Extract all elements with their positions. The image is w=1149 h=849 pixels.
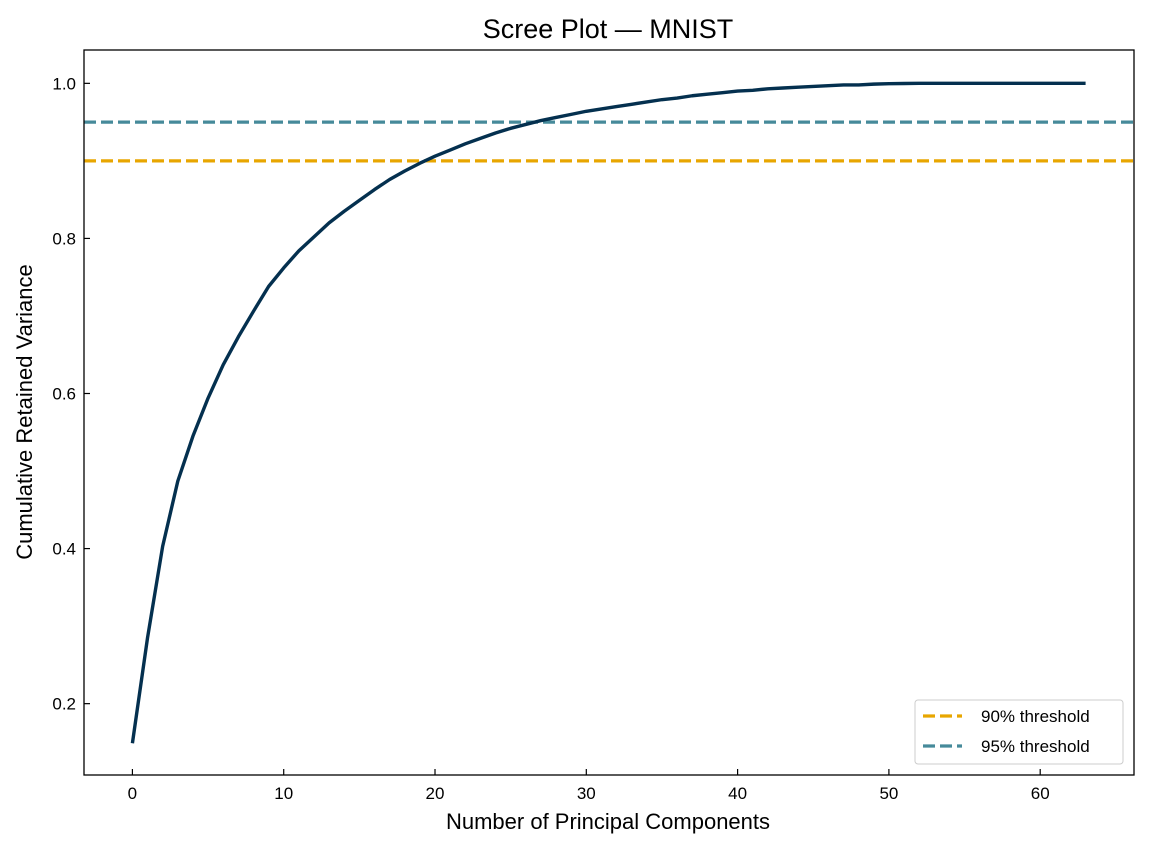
plot-data-group [84,81,1134,744]
x-tick-label: 20 [426,784,445,803]
x-tick-label: 50 [879,784,898,803]
chart-title: Scree Plot — MNIST [483,14,734,44]
plot-frame [83,49,1135,776]
series-line-1 [130,81,1086,744]
plot-area: 0 10 20 30 40 50 60 0.2 0.4 0.6 0.8 1.0 90% threshol… [52,49,1135,803]
y-tick-label: 0.6 [52,385,76,404]
legend-label-2: 95% threshold [981,737,1090,756]
x-tick-label: 10 [274,784,293,803]
y-tick-label: 1.0 [52,74,76,93]
x-tick-label: 0 [128,784,137,803]
legend-box [914,699,1124,765]
y-tick-label: 0.4 [52,540,76,559]
legend: 90% threshold 95% threshold [914,699,1124,765]
x-tick-label: 40 [728,784,747,803]
x-axis-label: Number of Principal Components [446,809,770,834]
x-tick-label: 60 [1031,784,1050,803]
y-axis-label: Cumulative Retained Variance [12,264,37,560]
x-tick-label: 30 [577,784,596,803]
y-tick-label: 0.2 [52,695,76,714]
legend-label-1: 90% threshold [981,707,1090,726]
y-tick-label: 0.8 [52,229,76,248]
